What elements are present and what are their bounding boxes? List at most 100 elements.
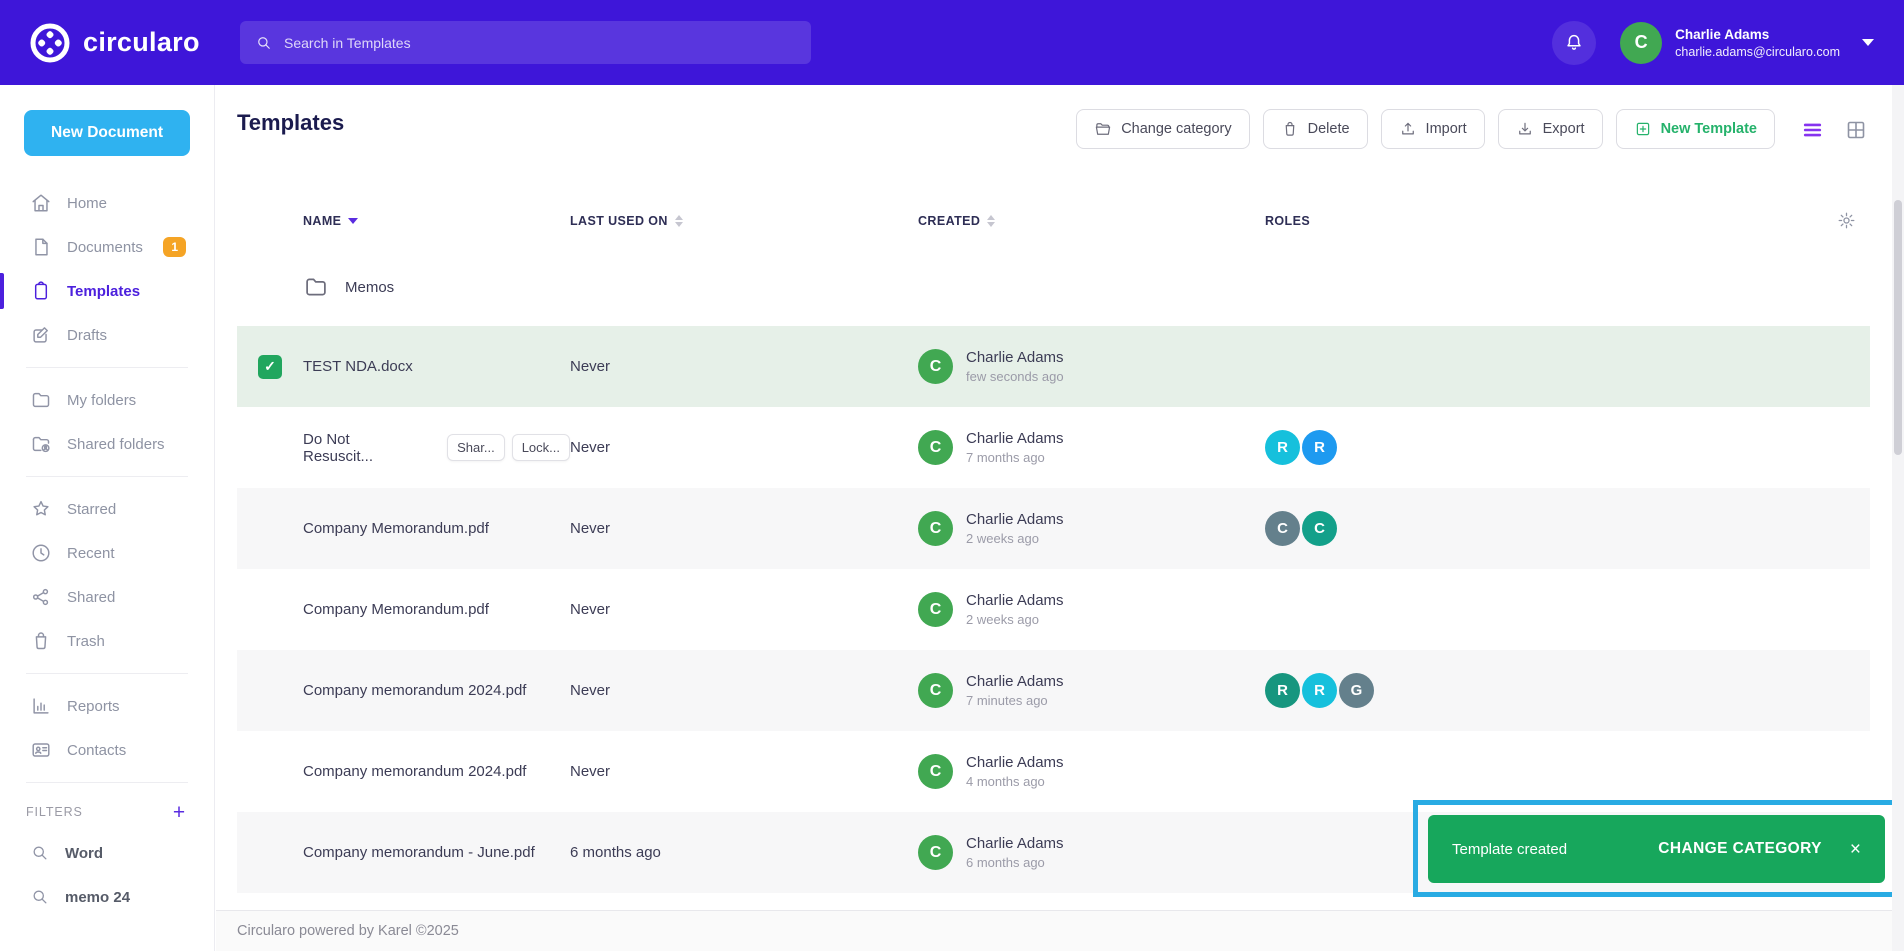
tag-list: Shar... Lock... (447, 434, 570, 461)
sidebar-divider (26, 673, 188, 674)
last-used-cell: Never (570, 763, 611, 780)
role-avatar[interactable]: R (1265, 430, 1300, 465)
footer: Circularo powered by Karel ©2025 (216, 910, 1892, 951)
column-header-last-used-on[interactable]: LAST USED ON (570, 214, 918, 228)
checkbox-cell: ✓ (237, 354, 303, 379)
sidebar-divider (26, 367, 188, 368)
folder-open-icon (1094, 120, 1112, 138)
role-avatar[interactable]: C (1265, 511, 1300, 546)
column-label: LAST USED ON (570, 213, 668, 228)
templates-table: NAME LAST USED ON CREATED ROLES Memos ✓ TEST … (237, 193, 1870, 893)
creator-name: Charlie Adams (966, 673, 1064, 690)
table-row[interactable]: Company memorandum 2024.pdf Never C Charlie… (237, 650, 1870, 731)
row-checkbox[interactable]: ✓ (258, 354, 282, 379)
tag-chip[interactable]: Shar... (447, 434, 505, 461)
column-header-created[interactable]: CREATED (918, 214, 1265, 228)
filters-label: FILTERS (26, 805, 83, 819)
creator-meta: Charlie Adams 2 weeks ago (966, 511, 1064, 546)
role-avatar[interactable]: R (1302, 430, 1337, 465)
column-header-name[interactable]: NAME (303, 214, 570, 228)
creator-avatar: C (918, 835, 953, 870)
role-avatar[interactable]: G (1339, 673, 1374, 708)
table-row[interactable]: Company memorandum 2024.pdf Never C Charlie… (237, 731, 1870, 812)
trash-icon (30, 630, 52, 652)
table-row[interactable]: ✓ TEST NDA.docx Never C Charlie Adams few sec… (237, 326, 1870, 407)
template-name: TEST NDA.docx (303, 358, 413, 375)
user-menu[interactable]: C Charlie Adams charlie.adams@circularo.… (1620, 21, 1874, 64)
creator-name: Charlie Adams (966, 835, 1064, 852)
template-name: Company Memorandum.pdf (303, 601, 489, 618)
sidebar-item-label: Documents (67, 238, 143, 256)
delete-button[interactable]: Delete (1262, 109, 1368, 149)
scrollbar-track[interactable] (1892, 85, 1904, 951)
creator-meta: Charlie Adams 7 months ago (966, 430, 1064, 465)
user-name: Charlie Adams (1675, 26, 1770, 42)
change-category-button[interactable]: Change category (1076, 109, 1250, 149)
change-category-toast-button[interactable]: CHANGE CATEGORY (1658, 840, 1822, 857)
role-avatar[interactable]: R (1302, 673, 1337, 708)
creator-meta: Charlie Adams 2 weeks ago (966, 592, 1064, 627)
user-email: charlie.adams@circularo.com (1675, 44, 1840, 59)
table-row[interactable]: Company Memorandum.pdf Never C Charlie Adam… (237, 569, 1870, 650)
sidebar-item-drafts[interactable]: Drafts (0, 313, 214, 357)
clipboard-icon (30, 280, 52, 302)
add-filter-button[interactable]: + (172, 800, 186, 824)
sidebar-item-shared[interactable]: Shared (0, 575, 214, 619)
new-template-button[interactable]: New Template (1615, 109, 1775, 149)
import-button[interactable]: Import (1380, 109, 1485, 149)
notifications-button[interactable] (1552, 20, 1597, 65)
role-avatar[interactable]: C (1302, 511, 1337, 546)
brand[interactable]: circularo (30, 23, 218, 63)
filters-header: FILTERS + (0, 793, 214, 831)
new-document-button[interactable]: New Document (24, 110, 190, 156)
folder-row[interactable]: Memos (237, 248, 1870, 326)
export-button[interactable]: Export (1497, 109, 1603, 149)
table-row[interactable]: Company Memorandum.pdf Never C Charlie Adam… (237, 488, 1870, 569)
view-toggles (1799, 118, 1868, 142)
filter-item-memo-24[interactable]: memo 24 (0, 875, 214, 919)
role-avatar[interactable]: R (1265, 673, 1300, 708)
sort-icon (674, 214, 683, 227)
search-input[interactable] (284, 34, 796, 51)
template-name: Company memorandum 2024.pdf (303, 682, 527, 699)
sidebar-item-templates[interactable]: Templates (0, 269, 214, 313)
gear-icon[interactable] (1837, 211, 1856, 230)
name-cell: Memos (303, 274, 570, 300)
sidebar-item-home[interactable]: Home (0, 181, 214, 225)
sidebar-item-starred[interactable]: Starred (0, 487, 214, 531)
sidebar-nav: Home Documents 1 Templates Drafts My folders S… (0, 181, 214, 919)
template-name: Do Not Resuscit... (303, 430, 374, 465)
sidebar-item-contacts[interactable]: Contacts (0, 728, 214, 772)
sidebar-item-shared-folders[interactable]: Shared folders (0, 422, 214, 466)
sidebar-item-trash[interactable]: Trash (0, 619, 214, 663)
sidebar-item-label: Starred (67, 500, 117, 518)
sidebar-item-my-folders[interactable]: My folders (0, 378, 214, 422)
home-icon (30, 192, 52, 214)
created-time: 2 weeks ago (966, 531, 1039, 546)
table-row[interactable]: Do Not Resuscit... Shar... Lock... Never C Ch… (237, 407, 1870, 488)
topbar: circularo C Charlie Adams charlie.adams@… (0, 0, 1904, 85)
close-icon[interactable]: × (1849, 838, 1861, 860)
tag-chip[interactable]: Lock... (511, 434, 570, 461)
circularo-logo-icon (30, 23, 70, 63)
document-icon (30, 236, 52, 258)
folder-icon (303, 274, 329, 300)
sidebar-item-reports[interactable]: Reports (0, 684, 214, 728)
name-cell: TEST NDA.docx (303, 358, 570, 375)
filter-item-label: memo 24 (65, 888, 131, 906)
creator-avatar: C (918, 673, 953, 708)
grid-view-icon[interactable] (1844, 118, 1868, 142)
filter-item-label: Word (65, 844, 104, 862)
list-view-icon[interactable] (1799, 119, 1826, 141)
contacts-icon (30, 739, 52, 761)
filter-item-word[interactable]: Word (0, 831, 214, 875)
sort-icon (987, 214, 996, 227)
sidebar-item-documents[interactable]: Documents 1 (0, 225, 214, 269)
column-label: ROLES (1265, 213, 1311, 228)
name-cell: Do Not Resuscit... Shar... Lock... (303, 431, 570, 465)
sidebar-item-recent[interactable]: Recent (0, 531, 214, 575)
scrollbar-thumb[interactable] (1894, 200, 1902, 455)
created-cell: C Charlie Adams 6 months ago (918, 835, 1265, 870)
